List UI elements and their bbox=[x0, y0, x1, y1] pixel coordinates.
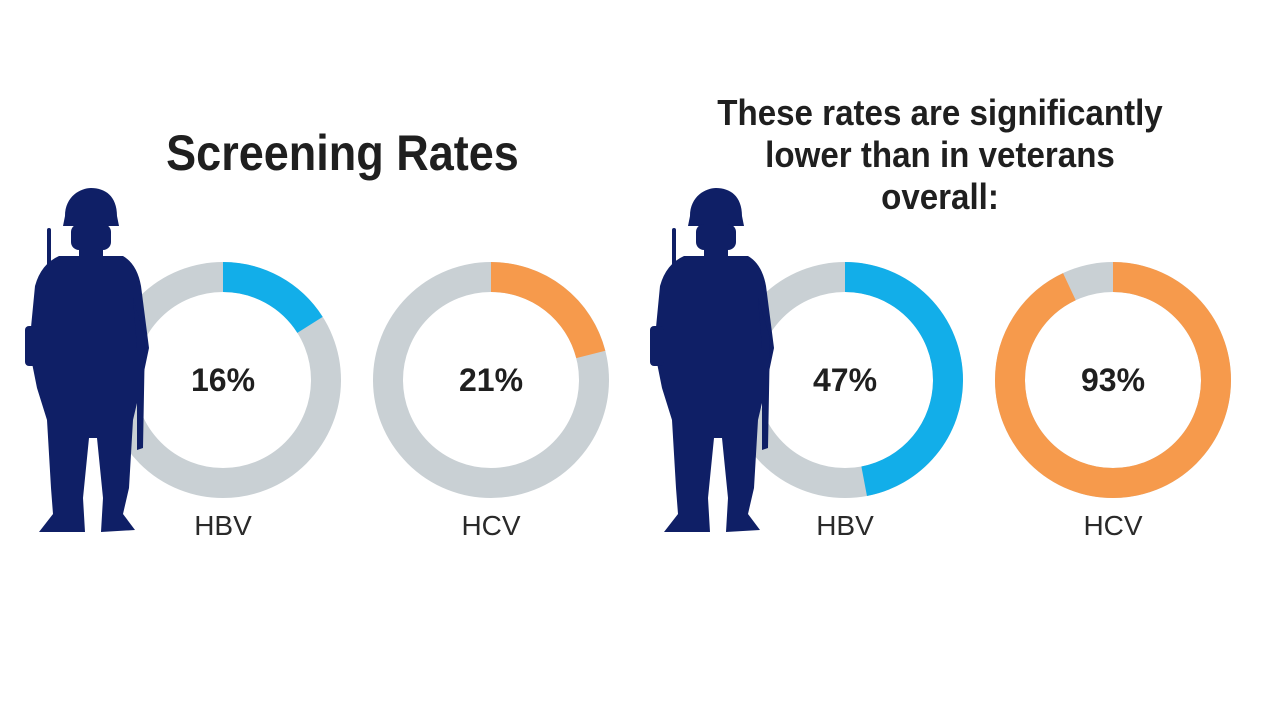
soldier-silhouette-icon bbox=[650, 188, 774, 532]
soldier-silhouette-icon bbox=[25, 188, 149, 532]
veterans-comparison-title-line-2: lower than in veterans overall: bbox=[765, 134, 1115, 217]
donut-chart-hcv-veterans: 93% bbox=[995, 262, 1231, 498]
donut-value-arc-hbv bbox=[727, 262, 963, 498]
hcv-screening-category-label: HCV bbox=[461, 510, 521, 541]
donut-value-arc-hcv bbox=[995, 262, 1231, 498]
donut-chart-hbv-veterans: 47% bbox=[727, 262, 963, 498]
hcv-screening-percent-label: 21% bbox=[458, 361, 524, 398]
veterans-comparison-title: These rates are significantly lower than… bbox=[710, 92, 1170, 218]
donut-value-arc-hcv bbox=[373, 262, 609, 498]
veterans-comparison-title-line-1: These rates are significantly bbox=[717, 92, 1163, 133]
donut-svg bbox=[373, 262, 609, 498]
hbv-veterans-percent-label: 47% bbox=[812, 361, 878, 398]
hcv-veterans-category-label: HCV bbox=[1083, 510, 1143, 541]
hcv-veterans-percent-label: 93% bbox=[1080, 361, 1146, 398]
hbv-veterans-category-label: HBV bbox=[816, 510, 874, 541]
donut-chart-hcv-screening: 21% bbox=[373, 262, 609, 498]
hbv-screening-percent-label: 16% bbox=[190, 361, 256, 398]
donut-svg bbox=[995, 262, 1231, 498]
donut-value-arc-hbv bbox=[105, 262, 341, 498]
hbv-screening-category-label: HBV bbox=[194, 510, 252, 541]
screening-rates-title: Screening Rates bbox=[166, 125, 519, 181]
